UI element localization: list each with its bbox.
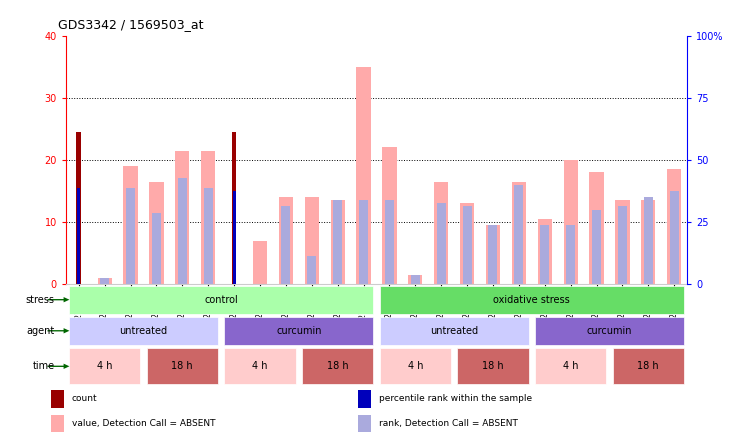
Bar bbox=[69, 286, 374, 313]
Bar bbox=[333, 200, 342, 284]
Bar bbox=[359, 200, 368, 284]
Text: untreated: untreated bbox=[430, 326, 478, 336]
Text: curcumin: curcumin bbox=[587, 326, 632, 336]
Bar bbox=[434, 182, 448, 284]
Bar bbox=[564, 160, 577, 284]
Text: 18 h: 18 h bbox=[482, 361, 504, 371]
Bar bbox=[382, 147, 396, 284]
Bar bbox=[641, 200, 656, 284]
Text: GDS3342 / 1569503_at: GDS3342 / 1569503_at bbox=[58, 18, 204, 31]
Text: 4 h: 4 h bbox=[563, 361, 578, 371]
Text: rank, Detection Call = ABSENT: rank, Detection Call = ABSENT bbox=[379, 419, 518, 428]
Text: control: control bbox=[204, 295, 238, 305]
Bar bbox=[411, 275, 420, 284]
Bar bbox=[69, 317, 218, 345]
Bar bbox=[540, 225, 549, 284]
Bar bbox=[224, 317, 374, 345]
Text: stress: stress bbox=[26, 295, 55, 305]
Bar bbox=[512, 182, 526, 284]
Bar bbox=[535, 348, 607, 385]
Bar bbox=[51, 415, 64, 432]
Bar bbox=[175, 151, 189, 284]
Bar bbox=[357, 67, 371, 284]
Text: oxidative stress: oxidative stress bbox=[493, 295, 570, 305]
Bar bbox=[618, 206, 627, 284]
Bar bbox=[201, 151, 216, 284]
Bar bbox=[330, 200, 345, 284]
Text: 18 h: 18 h bbox=[172, 361, 193, 371]
Text: untreated: untreated bbox=[119, 326, 167, 336]
Text: 18 h: 18 h bbox=[637, 361, 659, 371]
Bar bbox=[592, 210, 601, 284]
Bar bbox=[126, 188, 135, 284]
Text: agent: agent bbox=[26, 326, 55, 336]
Bar bbox=[463, 206, 471, 284]
Text: curcumin: curcumin bbox=[276, 326, 322, 336]
Bar bbox=[77, 188, 80, 284]
Bar bbox=[302, 348, 374, 385]
Bar bbox=[232, 132, 236, 284]
Bar bbox=[408, 275, 423, 284]
Bar bbox=[69, 348, 140, 385]
Bar bbox=[486, 225, 500, 284]
Bar bbox=[149, 182, 164, 284]
Bar bbox=[279, 197, 293, 284]
Text: percentile rank within the sample: percentile rank within the sample bbox=[379, 394, 531, 404]
Bar bbox=[100, 278, 109, 284]
Bar bbox=[146, 348, 218, 385]
Bar bbox=[670, 191, 678, 284]
Bar bbox=[97, 278, 112, 284]
Bar bbox=[178, 178, 187, 284]
Bar bbox=[436, 203, 446, 284]
Bar bbox=[515, 185, 523, 284]
Bar bbox=[379, 317, 529, 345]
Bar bbox=[667, 169, 681, 284]
Bar bbox=[644, 197, 653, 284]
Bar bbox=[458, 348, 529, 385]
Bar bbox=[535, 317, 684, 345]
Bar bbox=[358, 415, 371, 432]
Bar bbox=[566, 225, 575, 284]
Bar bbox=[152, 213, 161, 284]
Bar bbox=[358, 390, 371, 408]
Bar bbox=[616, 200, 629, 284]
Text: time: time bbox=[33, 361, 55, 371]
Bar bbox=[307, 256, 317, 284]
Bar bbox=[460, 203, 474, 284]
Text: 4 h: 4 h bbox=[97, 361, 113, 371]
Bar bbox=[51, 390, 64, 408]
Bar bbox=[488, 225, 498, 284]
Bar bbox=[589, 172, 604, 284]
Bar bbox=[232, 191, 235, 284]
Bar bbox=[281, 206, 290, 284]
Bar bbox=[385, 200, 394, 284]
Bar bbox=[77, 132, 81, 284]
Bar bbox=[537, 219, 552, 284]
Bar bbox=[253, 241, 267, 284]
Text: 18 h: 18 h bbox=[327, 361, 349, 371]
Bar bbox=[613, 348, 684, 385]
Bar bbox=[379, 348, 451, 385]
Bar bbox=[224, 348, 295, 385]
Text: count: count bbox=[72, 394, 97, 404]
Bar bbox=[204, 188, 213, 284]
Text: 4 h: 4 h bbox=[408, 361, 423, 371]
Bar bbox=[305, 197, 319, 284]
Text: 4 h: 4 h bbox=[252, 361, 268, 371]
Bar bbox=[124, 166, 137, 284]
Bar bbox=[379, 286, 684, 313]
Text: value, Detection Call = ABSENT: value, Detection Call = ABSENT bbox=[72, 419, 215, 428]
